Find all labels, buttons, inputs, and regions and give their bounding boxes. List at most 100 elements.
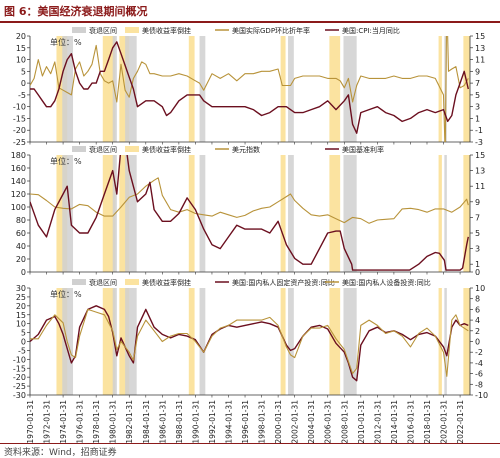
y-tick-label-left: 120	[11, 190, 26, 199]
x-tick-label: 1988-01-31	[175, 400, 184, 444]
x-tick-label: 1992-01-31	[208, 400, 217, 444]
recession-band	[62, 36, 74, 142]
y-tick-label-right: 6	[475, 305, 480, 314]
y-tick-label-right: -3	[475, 138, 483, 147]
recession-band	[125, 155, 137, 272]
x-tick-label: 1978-01-31	[92, 400, 101, 444]
legend-label: 衰退区间	[89, 145, 117, 154]
y-tick-label-left: 140	[11, 177, 26, 186]
legend-label: 衰退区间	[89, 26, 117, 35]
y-tick-label-right: -2	[475, 348, 483, 357]
y-tick-label-left: -5	[18, 346, 26, 355]
legend-label: 美债收益率倒挂	[142, 278, 191, 287]
y-tick-label-left: 40	[16, 242, 26, 251]
recession-band	[288, 288, 294, 395]
inversion-band	[102, 36, 116, 142]
inversion-band	[188, 36, 195, 142]
x-tick-label: 1980-01-31	[109, 400, 118, 444]
inversion-band	[280, 36, 286, 142]
y-tick-label-right: 7	[475, 79, 480, 88]
y-tick-label-left: 0	[21, 268, 26, 277]
y-tick-label-right: 10	[475, 284, 485, 293]
series-group	[30, 155, 469, 271]
y-tick-label-left: -30	[13, 391, 26, 400]
inversion-band	[463, 288, 470, 395]
y-tick-label-right: 1	[475, 260, 480, 269]
legend-swatch-inversion	[125, 27, 139, 33]
x-tick-label: 1974-01-31	[59, 400, 68, 444]
y-tick-label-left: 5	[21, 329, 26, 338]
y-tick-label-left: 0	[21, 338, 26, 347]
unit-label: 单位：%	[50, 289, 82, 299]
y-tick-label-left: 25	[16, 293, 26, 302]
chart-panel-1: -25-20-15-10-505101520-3-113579111315单位：…	[13, 26, 485, 147]
x-tick-label: 2012-01-31	[373, 400, 382, 444]
y-tick-label-left: 5	[21, 67, 26, 76]
series-line-2	[30, 155, 469, 271]
x-tick-label: 1996-01-31	[241, 400, 250, 444]
x-tick-label: 1982-01-31	[125, 400, 134, 444]
x-tick-label: 2008-01-31	[340, 400, 349, 444]
y-tick-label-right: 11	[475, 56, 485, 65]
recession-band	[288, 155, 294, 272]
y-tick-label-right: 13	[475, 44, 485, 53]
recession-band	[62, 155, 74, 272]
x-tick-label: 2020-01-31	[440, 400, 449, 444]
series-line-2	[30, 308, 469, 377]
legend-swatch-recession	[72, 27, 86, 33]
legend-label: 美国基准利率	[342, 145, 384, 154]
legend-label: 美元指数	[232, 145, 260, 154]
x-tick-label: 1976-01-31	[76, 400, 85, 444]
inversion-band	[119, 155, 130, 272]
inversion-band	[463, 36, 470, 142]
legend-swatch-recession	[72, 279, 86, 285]
unit-label: 单位：%	[50, 156, 82, 166]
y-tick-label-left: -15	[13, 364, 26, 373]
x-tick-label: 2004-01-31	[307, 400, 316, 444]
y-tick-label-left: 100	[11, 203, 26, 212]
recession-band	[125, 288, 137, 395]
y-tick-label-right: -10	[475, 391, 488, 400]
source-note: 资料来源：Wind，招商证券	[4, 448, 117, 458]
x-tick-label: 1984-01-31	[142, 400, 151, 444]
x-tick-label: 1994-01-31	[224, 400, 233, 444]
y-tick-label-right: 15	[475, 151, 485, 160]
y-tick-label-right: 5	[475, 91, 480, 100]
legend-label: 美国:国内私人设备投资:同比	[342, 278, 431, 287]
y-tick-label-right: -6	[475, 370, 483, 379]
y-tick-label-right: 4	[475, 316, 480, 325]
y-tick-label-left: -20	[13, 373, 26, 382]
y-tick-label-left: 10	[16, 320, 26, 329]
x-axis-labels: 1970-01-31 1972-01-31 1974-01-31 1976-01-31…	[26, 400, 465, 444]
y-tick-label-left: -20	[13, 126, 26, 135]
series-group	[30, 36, 469, 142]
x-tick-label: 2002-01-31	[291, 400, 300, 444]
inversion-band	[56, 288, 68, 395]
inversion-band	[329, 36, 341, 142]
y-tick-label-left: 30	[16, 284, 26, 293]
inversion-band	[280, 155, 286, 272]
y-tick-label-left: 80	[16, 216, 26, 225]
legend-label: 美债收益率倒挂	[142, 26, 191, 35]
y-tick-label-right: 1	[475, 114, 480, 123]
x-tick-label: 2006-01-31	[324, 400, 333, 444]
series-line-2	[30, 41, 469, 134]
y-tick-label-left: 60	[16, 229, 26, 238]
y-tick-label-right: 5	[475, 229, 480, 238]
y-tick-label-right: 2	[475, 327, 480, 336]
y-tick-label-left: 180	[11, 151, 26, 160]
title-underline	[0, 21, 500, 23]
recession-band	[444, 288, 447, 395]
series-group	[30, 305, 469, 382]
y-tick-label-left: 10	[16, 56, 26, 65]
y-tick-label-left: 20	[16, 302, 26, 311]
y-tick-label-left: -25	[13, 138, 26, 147]
x-tick-label: 1970-01-31	[26, 400, 35, 444]
y-tick-label-left: 15	[16, 311, 26, 320]
inversion-band	[56, 155, 68, 272]
y-tick-label-right: 3	[475, 103, 480, 112]
y-tick-label-right: 11	[475, 182, 485, 191]
series-line-1	[30, 305, 469, 382]
y-tick-label-left: -10	[13, 355, 26, 364]
